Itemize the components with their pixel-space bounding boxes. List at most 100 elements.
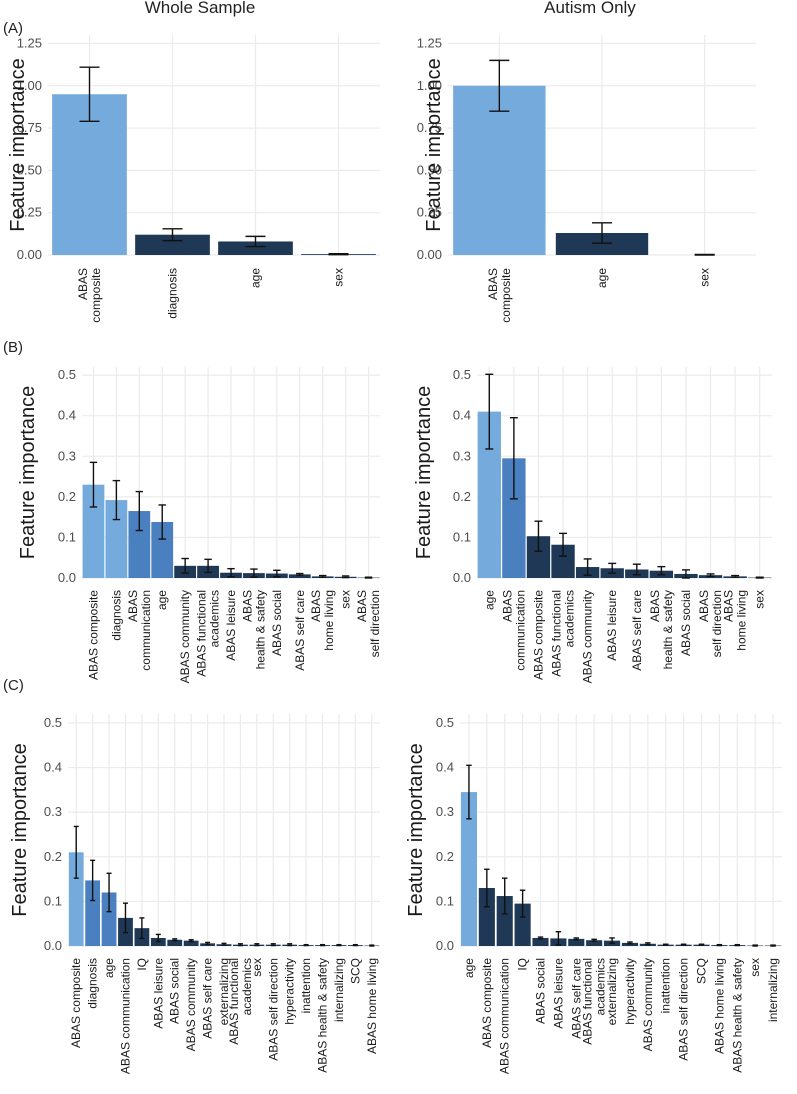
x-tick-label: diagnosis — [166, 268, 180, 319]
column-title-whole-sample: Whole Sample — [145, 0, 256, 17]
y-tick-label: 1.00 — [417, 78, 442, 93]
bar — [453, 85, 546, 256]
y-tick-label: 0.3 — [436, 804, 454, 819]
x-tick-label-line: ABAS communication — [118, 958, 132, 1074]
x-tick-label: ABASself direction — [697, 590, 724, 657]
x-tick-label: externalizing — [217, 958, 231, 1025]
x-tick-label: externalizing — [605, 958, 619, 1025]
x-tick-label: IQ — [135, 958, 149, 971]
y-tick-label: 0.00 — [17, 247, 42, 262]
y-tick-label: 0.1 — [453, 529, 471, 544]
bar — [128, 511, 151, 578]
x-tick-label-line: ABAS leisure — [551, 958, 565, 1029]
y-tick-label: 0.5 — [453, 367, 471, 382]
x-tick-label: ABAS functionalacademics — [227, 958, 254, 1045]
x-tick-label-line: diagnosis — [109, 590, 123, 641]
x-tick-label-line: SCQ — [348, 958, 362, 984]
bar — [288, 574, 311, 578]
bar — [167, 939, 183, 946]
y-axis-title: Feature importance — [7, 58, 29, 231]
x-tick-label: internalizing — [766, 958, 780, 1022]
x-tick-label-line: ABAS social — [534, 958, 548, 1024]
x-tick-label-line: ABAS self care — [630, 590, 644, 671]
x-tick-label-line: ABAS — [722, 590, 736, 622]
x-tick-label: ABASself direction — [355, 590, 382, 657]
x-tick-label: age — [482, 590, 496, 610]
x-tick-label: ABAS community — [178, 590, 192, 683]
x-tick-label-line: composite — [499, 268, 513, 323]
x-tick-label-line: ABAS leisure — [605, 590, 619, 661]
x-tick-label-line: ABAS composite — [86, 590, 100, 680]
x-tick-label: ABAS functionalacademics — [581, 958, 608, 1045]
x-tick-label: IQ — [516, 958, 530, 971]
x-tick-label: ABAS community — [184, 958, 198, 1051]
y-tick-label: 0.4 — [58, 408, 76, 423]
x-tick-label-line: ABAS composite — [69, 958, 83, 1048]
x-tick-label-line: ABAS self care — [293, 590, 307, 671]
y-tick-label: 0.5 — [44, 715, 62, 730]
x-tick-label-line: diagnosis — [86, 958, 100, 1009]
x-tick-label: ABAS composite — [531, 590, 545, 680]
x-tick-label-line: ABAS composite — [480, 958, 494, 1048]
y-tick-label: 0.5 — [436, 715, 454, 730]
y-tick-label: 0.75 — [17, 120, 42, 135]
x-tick-label-line: ABAS leisure — [224, 590, 238, 661]
x-tick-label: diagnosis — [109, 590, 123, 641]
x-tick-label: sex — [332, 268, 346, 287]
x-tick-label-line: sex — [748, 958, 762, 977]
bar — [532, 937, 549, 946]
y-axis-title: Feature importance — [413, 386, 435, 559]
x-tick-label-line: internalizing — [766, 958, 780, 1022]
x-tick-label: ABAS leisure — [605, 590, 619, 661]
x-tick-label-line: self direction — [368, 590, 382, 657]
x-tick-label: ABAS leisure — [224, 590, 238, 661]
x-tick-label-line: ABAS health & safety — [730, 958, 744, 1073]
x-tick-label-line: externalizing — [217, 958, 231, 1025]
x-tick-label: sex — [748, 958, 762, 977]
x-tick-label-line: ABAS social — [270, 590, 284, 656]
x-tick-label-line: ABAS self direction — [266, 958, 280, 1061]
x-tick-label-line: externalizing — [605, 958, 619, 1025]
x-tick-label-line: composite — [89, 268, 103, 323]
panel-label-a: (A) — [3, 20, 23, 37]
bar — [101, 892, 117, 946]
x-tick-label-line: IQ — [516, 958, 530, 971]
x-tick-label-line: ABAS community — [641, 958, 655, 1051]
x-tick-label: SCQ — [695, 958, 709, 984]
x-tick-label: hyperactivity — [283, 958, 297, 1025]
x-tick-label-line: academics — [208, 590, 222, 647]
x-tick-label-line: health & safety — [661, 590, 675, 669]
x-tick-label-line: sex — [753, 590, 767, 609]
x-tick-label: age — [102, 958, 116, 978]
x-tick-label-line: sex — [339, 590, 353, 609]
x-tick-label-line: ABAS functional — [581, 958, 595, 1045]
x-tick-label: sex — [698, 268, 712, 287]
bar — [526, 536, 551, 578]
bar — [568, 938, 585, 946]
x-tick-label-line: ABAS — [240, 590, 254, 622]
y-tick-label: 0.50 — [17, 162, 42, 177]
bar — [82, 484, 105, 578]
x-tick-label-line: ABAS home living — [712, 958, 726, 1054]
panel-label-b: (B) — [3, 339, 23, 356]
x-tick-label-line: age — [249, 268, 263, 288]
y-tick-label: 0.2 — [44, 849, 62, 864]
y-tick-label: 0.2 — [453, 489, 471, 504]
x-tick-label-line: ABAS home living — [365, 958, 379, 1054]
y-tick-label: 0.3 — [44, 804, 62, 819]
x-tick-label-line: ABAS self direction — [677, 958, 691, 1061]
y-tick-label: 0.0 — [44, 938, 62, 953]
y-axis-title: Feature importance — [405, 743, 427, 916]
x-tick-label-line: ABAS self care — [569, 958, 583, 1039]
x-tick-label-line: ABAS composite — [531, 590, 545, 680]
x-tick-label-line: SCQ — [695, 958, 709, 984]
bar — [105, 500, 128, 578]
x-tick-label-line: ABAS functional — [227, 958, 241, 1045]
x-tick-label-line: communication — [513, 590, 527, 671]
x-tick-label: ABAS health & safety — [316, 958, 330, 1073]
x-tick-label: age — [249, 268, 263, 288]
x-tick-label: ABAS composite — [69, 958, 83, 1048]
y-tick-label: 1.25 — [17, 35, 42, 50]
y-tick-label: 0.25 — [417, 205, 442, 220]
